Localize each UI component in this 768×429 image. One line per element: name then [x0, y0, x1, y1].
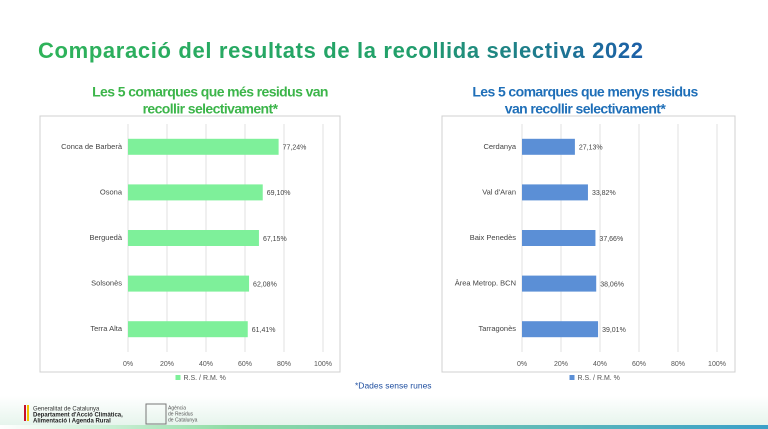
- y-tick-label: Àrea Metrop. BCN: [455, 279, 516, 288]
- value-label: 33,82%: [592, 190, 616, 197]
- x-tick-label: 60%: [632, 361, 646, 368]
- bar: [128, 138, 279, 155]
- bar: [522, 230, 596, 246]
- bar: [522, 275, 597, 292]
- value-label: 62,08%: [253, 281, 277, 288]
- bar: [128, 275, 250, 292]
- y-tick-label: Terra Alta: [90, 324, 123, 333]
- y-tick-label: Cerdanya: [483, 142, 516, 151]
- y-tick-label: Berguedà: [89, 233, 122, 242]
- value-label: 27,13%: [579, 145, 603, 152]
- y-tick-label: Baix Penedès: [470, 233, 517, 242]
- logo-text: Alimentació i Agenda Rural: [33, 419, 111, 425]
- logo-arc: Agència de Residus de Catalunya: [145, 403, 198, 425]
- legend-label: R.S. / R.M. %: [184, 375, 226, 382]
- x-tick-label: 20%: [160, 361, 174, 368]
- footer-band: [0, 396, 768, 429]
- bar: [128, 230, 259, 246]
- x-tick-label: 40%: [199, 361, 213, 368]
- legend-swatch: [175, 375, 181, 380]
- value-label: 61,41%: [252, 327, 276, 334]
- chart-title: van recollir selectivament*: [505, 101, 667, 117]
- bar: [522, 321, 599, 338]
- x-tick-label: 100%: [708, 361, 726, 368]
- value-label: 37,66%: [599, 236, 623, 243]
- footer-stripe: [0, 425, 768, 429]
- bar: [128, 321, 248, 338]
- y-tick-label: Solsonès: [91, 279, 122, 288]
- y-tick-label: Conca de Barberà: [61, 142, 123, 151]
- legend-swatch: [569, 375, 575, 380]
- logo-text: Generalitat de Catalunya: [33, 407, 100, 413]
- value-label: 38,06%: [600, 281, 624, 288]
- bar: [522, 184, 588, 201]
- logo-generalitat: Generalitat de Catalunya Departament d'A…: [24, 405, 123, 425]
- x-tick-label: 0%: [123, 361, 133, 368]
- y-tick-label: Val d'Aran: [482, 187, 516, 196]
- logo-text: de Residus: [168, 411, 194, 417]
- legend-label: R.S. / R.M. %: [578, 375, 620, 382]
- x-tick-label: 60%: [238, 361, 252, 368]
- logo-text: Departament d'Acció Climàtica,: [33, 413, 123, 419]
- value-label: 39,01%: [602, 327, 626, 334]
- x-tick-label: 20%: [554, 361, 568, 368]
- value-label: 69,10%: [267, 190, 291, 197]
- bar: [128, 184, 263, 201]
- logo-box: [145, 403, 167, 425]
- logo-text: Agència: [168, 405, 186, 411]
- x-tick-label: 100%: [314, 361, 332, 368]
- y-tick-label: Osona: [100, 187, 123, 196]
- value-label: 67,15%: [263, 236, 287, 243]
- logo-text: de Catalunya: [168, 417, 198, 423]
- x-tick-label: 0%: [517, 361, 527, 368]
- y-tick-label: Tarragonès: [478, 324, 516, 333]
- chart-title: Les 5 comarques que menys residus: [472, 84, 698, 100]
- x-tick-label: 80%: [671, 361, 685, 368]
- slide-title: Comparació del resultats de la recollida…: [38, 38, 643, 63]
- logo-stripe: [24, 405, 26, 421]
- logo-stripe: [27, 405, 29, 421]
- x-tick-label: 40%: [593, 361, 607, 368]
- footnote: *Dades sense runes: [355, 380, 432, 390]
- chart-title: Les 5 comarques que més residus van: [92, 84, 328, 100]
- bar: [522, 138, 575, 155]
- x-tick-label: 80%: [277, 361, 291, 368]
- value-label: 77,24%: [283, 145, 307, 152]
- chart-title: recollir selectivament*: [143, 101, 279, 117]
